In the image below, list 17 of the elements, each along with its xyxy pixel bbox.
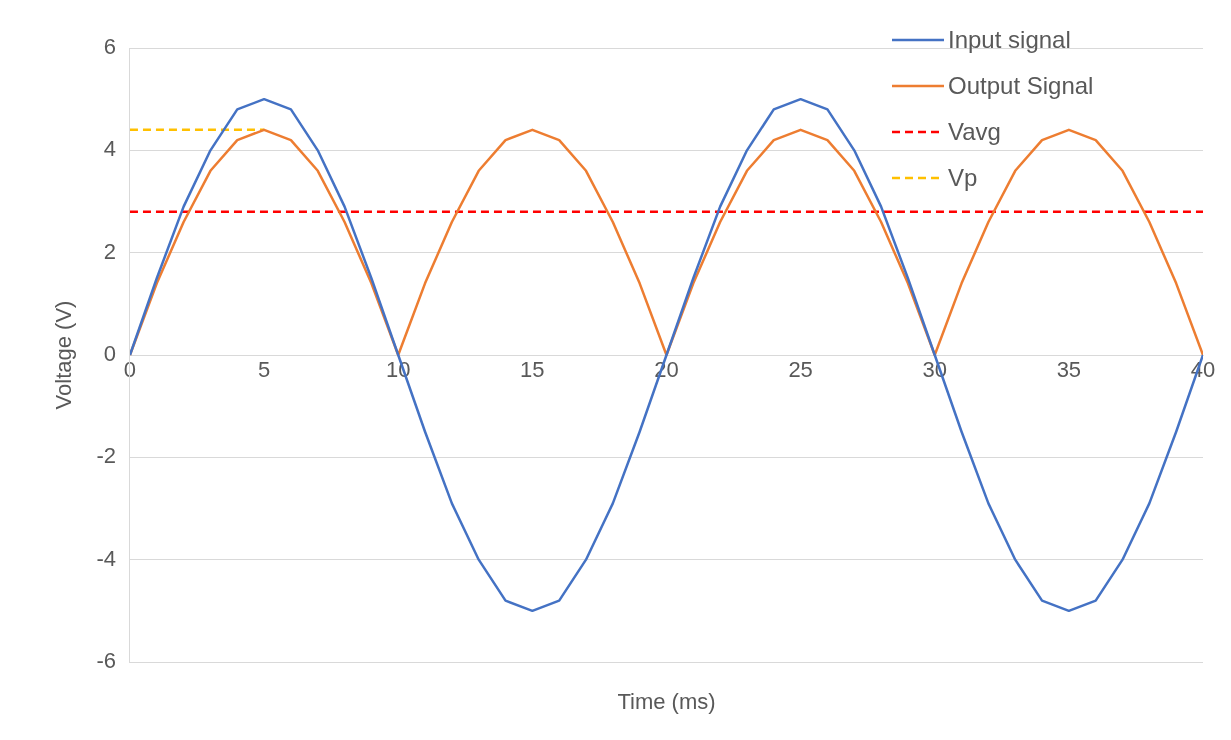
y-tick-label: 2: [103, 238, 116, 264]
legend-label: Vavg: [948, 118, 1001, 146]
y-tick-label: -6: [96, 648, 116, 674]
x-tick-label: 35: [1056, 357, 1082, 383]
y-tick-label: 4: [103, 136, 116, 162]
legend-label: Vp: [948, 164, 978, 192]
x-tick-label: 5: [257, 357, 271, 383]
y-tick-label: -4: [96, 545, 116, 571]
legend-label: Input signal: [948, 26, 1071, 54]
y-tick-label: 0: [103, 341, 116, 367]
x-axis-title: Time (ms): [617, 689, 716, 715]
y-axis-title: Voltage (V): [51, 300, 77, 410]
y-tick-label: -2: [96, 443, 116, 469]
legend-label: Output Signal: [948, 72, 1094, 100]
x-tick-label: 25: [788, 357, 813, 383]
y-tick-label: 6: [103, 34, 116, 60]
x-tick-label: 15: [520, 357, 545, 383]
